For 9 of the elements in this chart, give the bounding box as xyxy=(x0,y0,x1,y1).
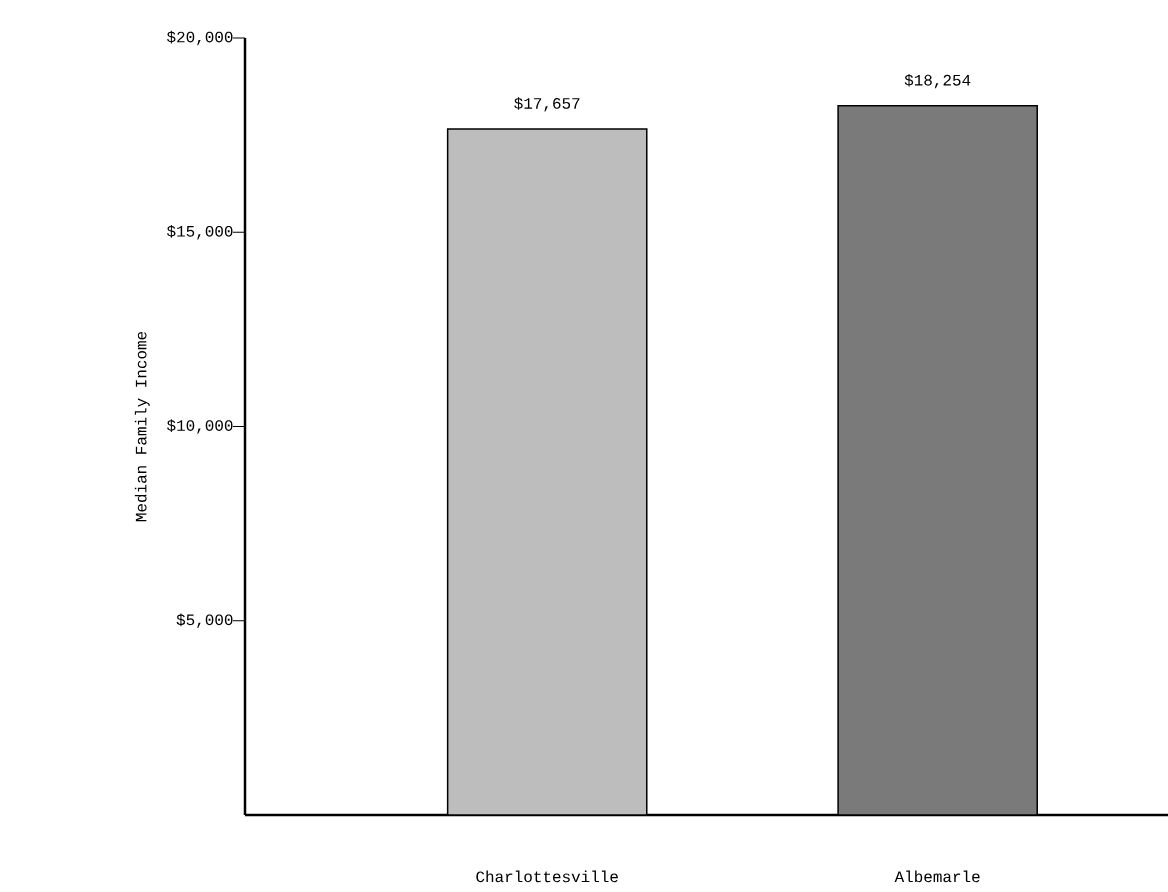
y-tick-label: $10,000 xyxy=(167,419,233,434)
data-label: $18,254 xyxy=(904,73,971,89)
x-tick-label: Charlottesville xyxy=(476,870,618,883)
y-tick-label: $20,000 xyxy=(167,30,233,46)
y-axis-title: Median Family Income xyxy=(134,331,150,522)
data-label: $17,657 xyxy=(514,97,580,112)
x-tick-label: Albemarle xyxy=(894,870,980,883)
y-tick-label: $5,000 xyxy=(176,613,233,628)
y-tick-label: $15,000 xyxy=(167,225,233,240)
